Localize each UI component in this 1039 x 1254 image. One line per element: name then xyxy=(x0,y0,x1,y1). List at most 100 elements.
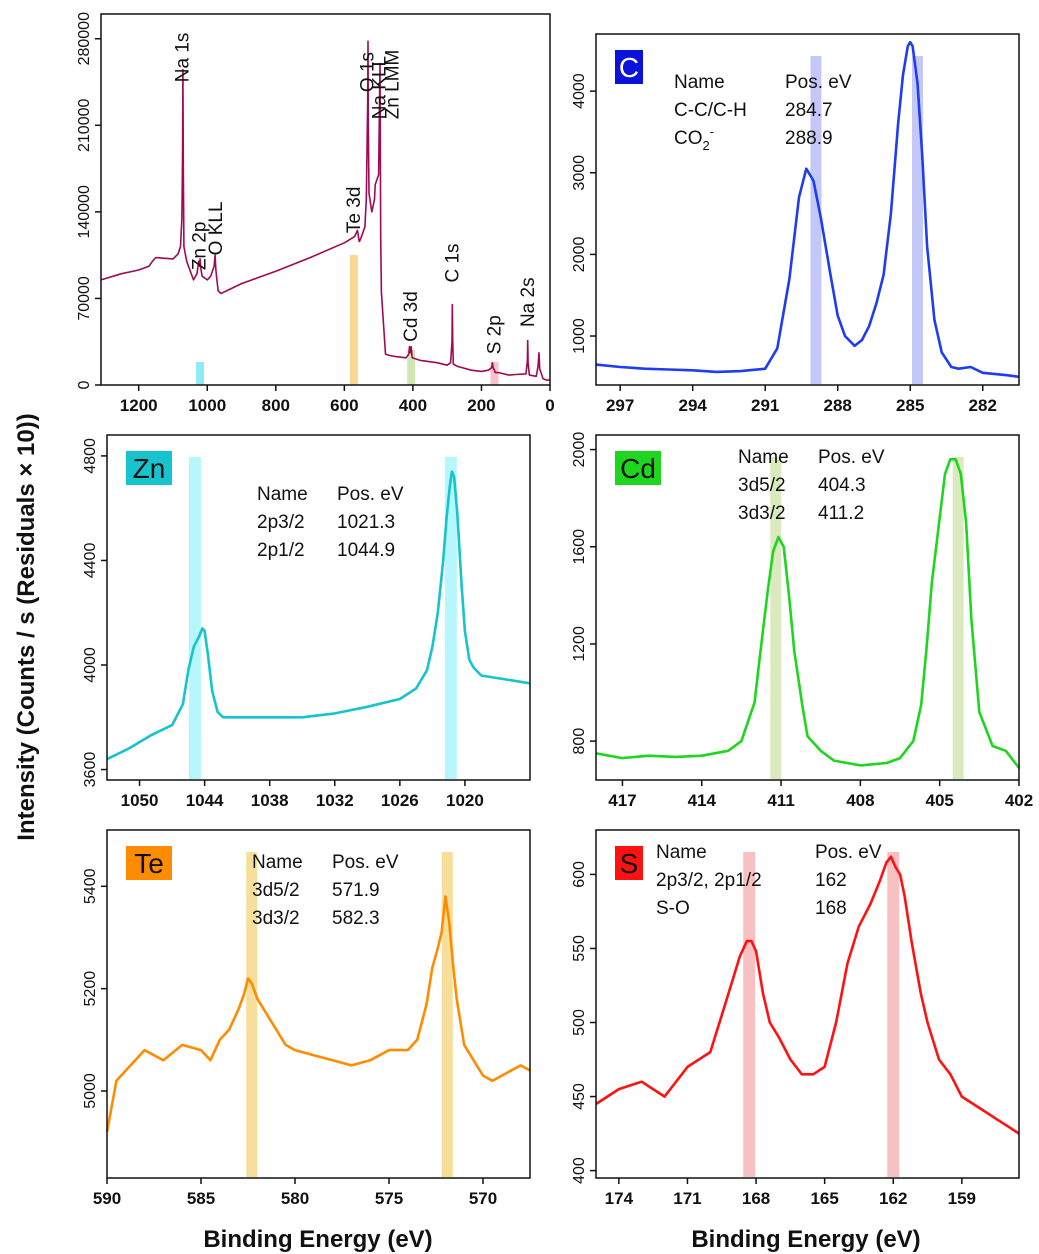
highlight-band-0 xyxy=(810,56,822,384)
table-header-pos: Pos. eV xyxy=(332,852,399,873)
spectrum-line xyxy=(595,855,1020,1135)
y-tick-label: 280000 xyxy=(76,12,93,65)
x-tick-label: 408 xyxy=(846,791,874,810)
x-tick-label: 575 xyxy=(375,1189,403,1208)
highlight-band-1 xyxy=(952,457,964,779)
peak-label: Te 3d xyxy=(344,187,365,233)
spectrum-line xyxy=(105,895,531,1133)
y-tick-label: 4400 xyxy=(82,543,99,579)
table-header-pos: Pos. eV xyxy=(785,72,852,93)
element-tag-label: C xyxy=(619,52,639,83)
x-tick-label: 174 xyxy=(605,1189,634,1208)
x-tick-label: 411 xyxy=(767,791,794,810)
table-row-pos: 1044.9 xyxy=(337,540,395,561)
x-tick-label: 400 xyxy=(399,396,427,415)
plot-frame xyxy=(595,829,1020,1179)
x-tick-label: 570 xyxy=(469,1189,497,1208)
y-tick-label: 2000 xyxy=(571,236,588,272)
x-axis-label-left: Binding Energy (eV) xyxy=(203,1226,432,1253)
peak-label: O 1s xyxy=(358,52,379,92)
peak-label: O KLL xyxy=(206,201,227,255)
element-tag-label: Zn xyxy=(133,453,166,484)
peak-label: Zn LMM xyxy=(382,50,403,120)
element-tag-box xyxy=(615,846,643,880)
highlight-band-0 xyxy=(743,852,756,1177)
y-tick-label: 500 xyxy=(571,1009,588,1036)
table-header-name: Name xyxy=(252,852,303,873)
x-tick-label: 162 xyxy=(879,1189,907,1208)
table-row-pos: 411.2 xyxy=(818,503,864,524)
panel-S: 174 171 168 165 162 159 400 450 500 550 600 S Name Po… xyxy=(571,829,1020,1208)
table-header-pos: Pos. eV xyxy=(815,842,882,863)
x-tick-label: 590 xyxy=(93,1189,121,1208)
highlight-band-0 xyxy=(196,362,205,385)
spectrum-line xyxy=(595,457,1021,769)
spectrum-line xyxy=(595,40,1020,379)
highlight-band-0 xyxy=(770,457,782,779)
table-row-pos: 162 xyxy=(815,870,847,891)
table-row-name: 2p3/2 xyxy=(257,512,305,533)
peak-label: Na 2s xyxy=(518,277,539,327)
x-tick-label: 417 xyxy=(608,791,636,810)
y-tick-label: 4800 xyxy=(82,438,99,474)
x-tick-label: 600 xyxy=(330,396,358,415)
y-tick-label: 1000 xyxy=(571,318,588,354)
y-axis-label: Intensity (Counts / s (Residuals × 10)) xyxy=(13,413,40,840)
table-row-pos: 288.9 xyxy=(785,128,833,149)
table-header-name: Name xyxy=(738,447,789,468)
panel-Te: 590 585 580 575 570 5000 5200 5400 Te Name Pos. eV… xyxy=(82,829,531,1208)
x-tick-label: 1020 xyxy=(446,791,484,810)
spectrum-line xyxy=(106,470,531,761)
y-tick-label: 140000 xyxy=(76,185,93,238)
plot-frame xyxy=(595,434,1020,781)
y-tick-label: 4000 xyxy=(82,647,99,683)
y-tick-label: 1600 xyxy=(571,529,588,565)
y-tick-label: 210000 xyxy=(76,99,93,152)
highlight-band-1 xyxy=(441,852,453,1177)
x-tick-label: 800 xyxy=(262,396,290,415)
x-tick-label: 1044 xyxy=(186,791,224,810)
element-tag-label: Cd xyxy=(620,453,656,484)
x-tick-label: 0 xyxy=(545,396,554,415)
table-row-pos: 284.7 xyxy=(785,100,833,121)
peak-label: C 1s xyxy=(442,243,463,282)
table-row-name: 3d5/2 xyxy=(738,475,786,496)
highlight-band-1 xyxy=(349,255,358,385)
highlight-band-1 xyxy=(444,457,457,779)
panel-Cd: 417 414 411 408 405 402 800 1200 1600 2000 Cd Name P… xyxy=(571,432,1033,810)
peak-label: Na KLL xyxy=(370,56,391,119)
x-tick-label: 402 xyxy=(1005,791,1033,810)
y-tick-label: 600 xyxy=(571,861,588,888)
highlight-band-2 xyxy=(407,350,416,385)
element-tag-box xyxy=(126,846,172,880)
table-header-name: Name xyxy=(674,72,725,93)
table-row-name: CO2- xyxy=(674,124,714,153)
table-row-name: 3d5/2 xyxy=(252,880,300,901)
highlight-band-0 xyxy=(246,852,258,1177)
plot-frame xyxy=(106,829,531,1179)
x-tick-label: 585 xyxy=(187,1189,215,1208)
peak-label: S 2p xyxy=(484,315,505,354)
table-row-name: C-C/C-H xyxy=(674,100,747,121)
y-tick-label: 5000 xyxy=(82,1073,99,1109)
x-axis-label-right: Binding Energy (eV) xyxy=(691,1226,920,1253)
highlight-band-0 xyxy=(188,457,201,779)
table-header-pos: Pos. eV xyxy=(337,484,404,505)
plot-frame xyxy=(106,434,531,781)
x-tick-label: 1050 xyxy=(121,791,159,810)
y-tick-label: 4000 xyxy=(571,73,588,109)
x-tick-label: 291 xyxy=(751,396,779,415)
y-tick-label: 800 xyxy=(571,728,588,755)
x-tick-label: 282 xyxy=(969,396,997,415)
plot-frame xyxy=(100,13,551,386)
table-row-name: 2p1/2 xyxy=(257,540,305,561)
y-tick-label: 2000 xyxy=(571,432,588,468)
x-tick-label: 171 xyxy=(673,1189,701,1208)
y-tick-label: 3600 xyxy=(82,752,99,788)
table-row-name: 3d3/2 xyxy=(738,503,786,524)
table-header-pos: Pos. eV xyxy=(818,447,885,468)
spectrum-line xyxy=(100,40,550,381)
panel-C: 297 294 291 288 285 282 1000 2000 3000 4000 C Name P… xyxy=(571,33,1020,415)
table-row-pos: 404.3 xyxy=(818,475,866,496)
